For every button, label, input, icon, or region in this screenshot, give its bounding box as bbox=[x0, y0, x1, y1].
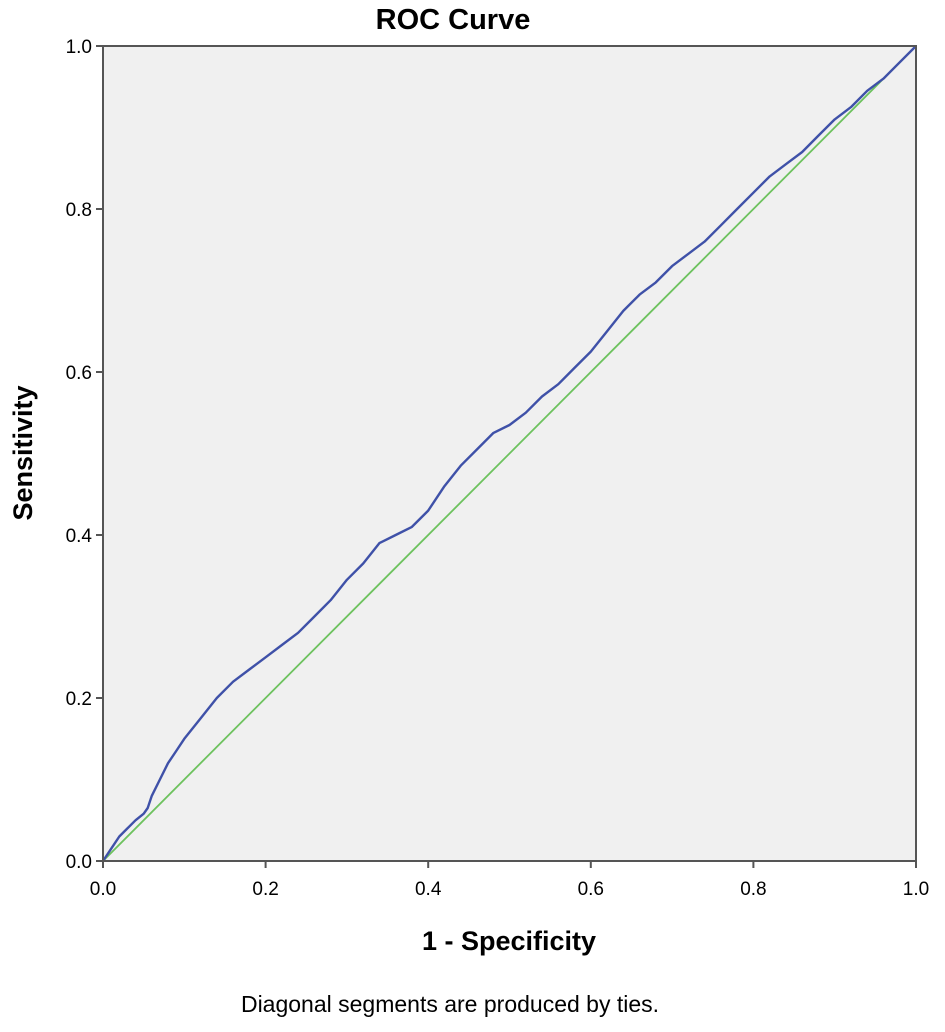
x-tick-label: 0.4 bbox=[415, 879, 442, 900]
y-tick-label: 0.8 bbox=[66, 200, 92, 221]
y-axis-label: Sensitivity bbox=[8, 385, 38, 520]
reference-line-line bbox=[102, 45, 917, 862]
x-tick-label: 0.0 bbox=[90, 879, 116, 900]
x-tick-label: 0.6 bbox=[578, 879, 604, 900]
y-axis: 0.0 0.2 0.4 0.6 0.8 1.0 bbox=[66, 37, 103, 873]
y-tick-label: 1.0 bbox=[66, 37, 92, 58]
y-tick-label: 0.4 bbox=[66, 526, 93, 547]
x-tick-label: 1.0 bbox=[903, 879, 929, 900]
y-tick-label: 0.6 bbox=[66, 363, 92, 384]
plot-frame bbox=[102, 45, 917, 862]
x-tick-label: 0.8 bbox=[740, 879, 766, 900]
chart-title: ROC Curve bbox=[376, 4, 531, 36]
roc-curve-line bbox=[102, 45, 917, 862]
y-tick-label: 0.0 bbox=[66, 852, 92, 873]
y-tick-label: 0.2 bbox=[66, 689, 92, 710]
x-axis-label: 1 - Specificity bbox=[422, 926, 596, 956]
series-layer bbox=[102, 45, 917, 862]
x-tick-label: 0.2 bbox=[252, 879, 278, 900]
x-axis: 0.0 0.2 0.4 0.6 0.8 1.0 bbox=[90, 861, 929, 900]
footnote: Diagonal segments are produced by ties. bbox=[241, 991, 659, 1017]
